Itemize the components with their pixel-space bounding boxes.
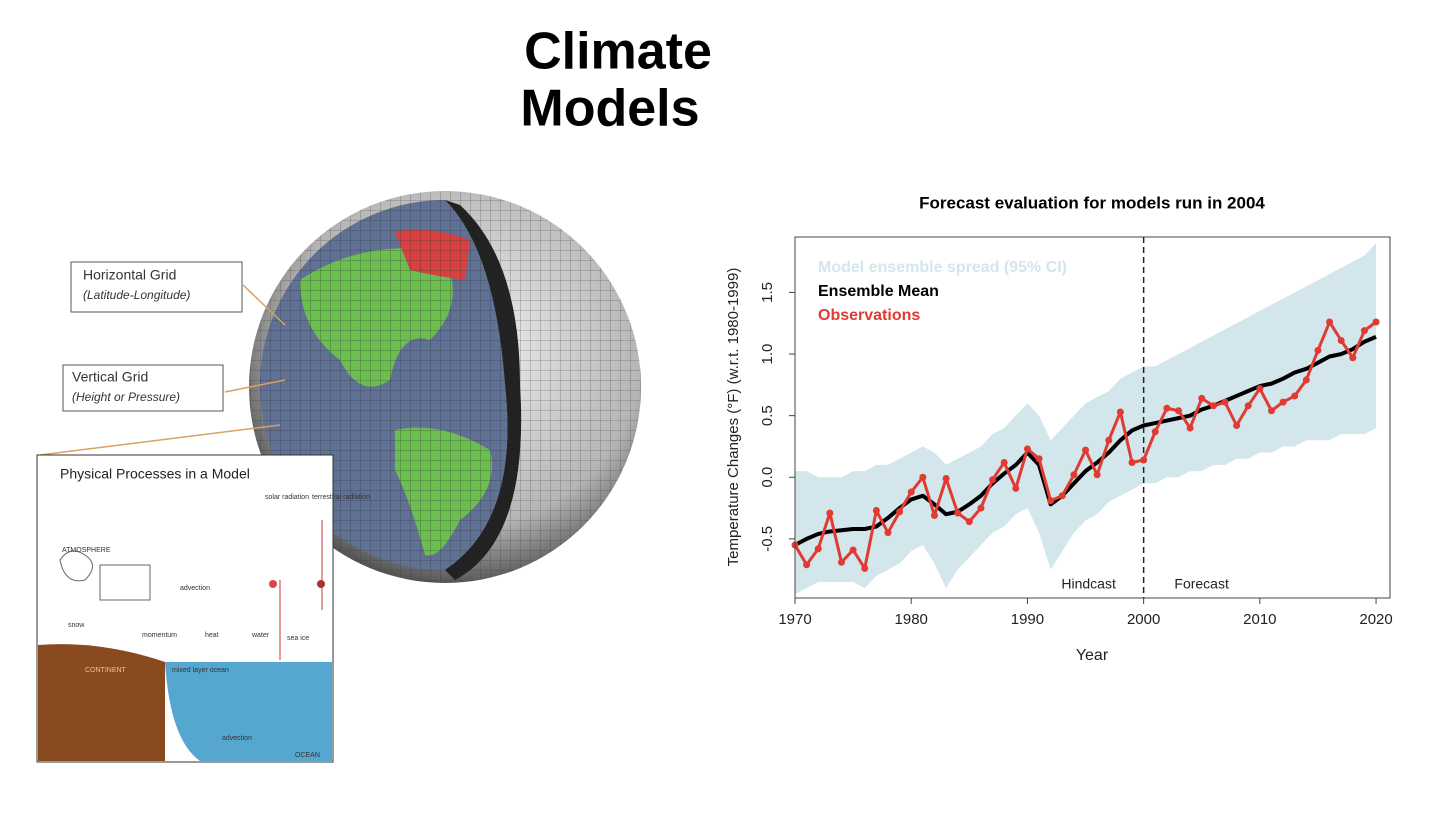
observation-point [989, 476, 997, 484]
label-subtitle: (Latitude-Longitude) [83, 288, 190, 302]
legend-entry: Ensemble Mean [818, 283, 939, 300]
observation-point [1116, 408, 1124, 416]
observation-point [896, 508, 904, 516]
observation-point [1093, 471, 1101, 479]
observation-point [1326, 318, 1334, 326]
observation-point [1349, 354, 1357, 362]
observation-point [1267, 407, 1275, 415]
observation-point [861, 564, 869, 572]
inset-label: solar radiation [265, 494, 309, 501]
inset-label: OCEAN [295, 752, 320, 759]
inset-label: heat [205, 632, 219, 639]
observation-point [1000, 458, 1008, 466]
observation-point [1082, 446, 1090, 454]
ensemble-spread [795, 243, 1377, 595]
observation-point [1012, 484, 1020, 492]
observation-point [1372, 318, 1380, 326]
y-tick-label: 0.5 [759, 405, 776, 426]
inset-label: advection [222, 735, 252, 742]
observation-point [907, 488, 915, 496]
inset-label: terrestrial radiation [312, 494, 370, 501]
observation-point [884, 529, 892, 537]
observation-point [803, 561, 811, 569]
plot-frame [794, 236, 1391, 599]
observation-point [965, 518, 973, 526]
legend-entry: Observations [818, 307, 920, 324]
observation-point [954, 509, 962, 517]
y-tick-label: 0.0 [759, 467, 776, 488]
observation-point [1314, 346, 1322, 354]
observation-point [849, 546, 857, 554]
inset [36, 454, 334, 763]
observation-point [1023, 445, 1031, 453]
observation-point [919, 473, 927, 481]
observation-point [1151, 428, 1159, 436]
observation-point [814, 545, 822, 553]
observation-point [1047, 497, 1055, 505]
observation-point [1256, 385, 1264, 393]
series-line [794, 334, 1377, 547]
label-subtitle: (Height or Pressure) [72, 390, 180, 404]
observation-point [1186, 424, 1194, 432]
inset-label: ATMOSPHERE [62, 547, 111, 554]
observation-point [1302, 376, 1310, 384]
observation-point [1244, 402, 1252, 410]
slide-title-continued: Models [520, 80, 699, 138]
y-tick-label: 1.5 [759, 282, 776, 303]
observation-point [826, 509, 834, 517]
inset-label: water [251, 632, 270, 639]
observation-point [1209, 402, 1217, 410]
x-tick-label: 2020 [1359, 611, 1392, 628]
observation-point [1128, 458, 1136, 466]
observation-point [1174, 407, 1182, 415]
label-title: Horizontal Grid [83, 267, 176, 283]
label-box [70, 261, 243, 313]
inset-label: snow [68, 622, 85, 629]
legend-entry: Model ensemble spread (95% CI) [818, 259, 1067, 276]
observation-point [872, 507, 880, 515]
globe-illustration [249, 191, 641, 583]
observation-point [1198, 394, 1206, 402]
x-tick-label: 1980 [895, 611, 928, 628]
annotation: Hindcast [1061, 576, 1116, 592]
observation-point [942, 474, 950, 482]
x-tick-label: 1970 [778, 611, 811, 628]
observation-point [1035, 455, 1043, 463]
x-tick-label: 1990 [1011, 611, 1044, 628]
x-tick-label: 2000 [1127, 611, 1160, 628]
observation-point [1105, 436, 1113, 444]
observation-point [1279, 398, 1287, 406]
inset-label: mixed layer ocean [172, 667, 229, 674]
observation-point [837, 558, 845, 566]
inset-label: momentum [142, 632, 177, 639]
observation-point [1058, 492, 1066, 500]
observation-point [1291, 392, 1299, 400]
y-tick-label: -0.5 [759, 526, 776, 552]
x-tick-label: 2010 [1243, 611, 1276, 628]
slide-title-line: Climate [524, 23, 712, 81]
inset-label: sea ice [287, 635, 309, 642]
observation-point [1337, 336, 1345, 344]
inset-label: CONTINENT [85, 667, 127, 674]
observation-point [930, 511, 938, 519]
x-axis-label: Year [1076, 647, 1109, 664]
observation-point [1221, 398, 1229, 406]
y-axis-label: Temperature Changes (°F) (w.r.t. 1980-19… [725, 268, 742, 567]
observation-point [1163, 404, 1171, 412]
inset-labels: ATMOSPHERE advection solar radiation terres… [62, 494, 370, 759]
y-tick-label: 1.0 [759, 344, 776, 365]
observation-point [1360, 327, 1368, 335]
annotation: Forecast [1174, 576, 1229, 592]
observation-point [1070, 471, 1078, 479]
inset-label: advection [180, 585, 210, 592]
label-box [62, 364, 224, 412]
chart: Forecast evaluation for models run in 20… [725, 193, 1393, 664]
observation-point [1233, 422, 1241, 430]
observation-point [1140, 456, 1148, 464]
inset-title: Physical Processes in a Model [60, 466, 250, 482]
chart-title: Forecast evaluation for models run in 20… [919, 193, 1265, 212]
label-title: Vertical Grid [72, 369, 148, 385]
observation-point [977, 504, 985, 512]
